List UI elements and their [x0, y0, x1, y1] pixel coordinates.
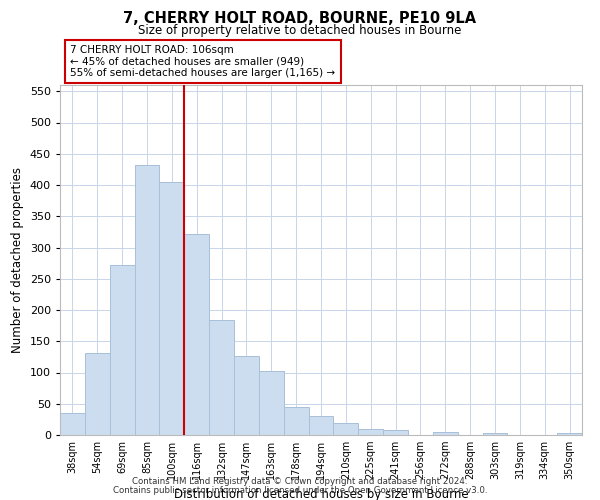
- Text: 7 CHERRY HOLT ROAD: 106sqm
← 45% of detached houses are smaller (949)
55% of sem: 7 CHERRY HOLT ROAD: 106sqm ← 45% of deta…: [70, 45, 335, 78]
- Bar: [383, 430, 408, 435]
- Bar: [334, 422, 358, 435]
- Bar: [160, 182, 184, 435]
- X-axis label: Distribution of detached houses by size in Bourne: Distribution of detached houses by size …: [173, 488, 469, 500]
- Bar: [234, 356, 259, 435]
- Bar: [308, 416, 334, 435]
- Text: Contains public sector information licensed under the Open Government Licence v3: Contains public sector information licen…: [113, 486, 487, 495]
- Bar: [60, 413, 85, 435]
- Text: Size of property relative to detached houses in Bourne: Size of property relative to detached ho…: [139, 24, 461, 37]
- Bar: [184, 234, 209, 435]
- Bar: [209, 320, 234, 435]
- Bar: [85, 352, 110, 435]
- Bar: [433, 432, 458, 435]
- Bar: [482, 433, 508, 435]
- Text: Contains HM Land Registry data © Crown copyright and database right 2024.: Contains HM Land Registry data © Crown c…: [132, 477, 468, 486]
- Text: 7, CHERRY HOLT ROAD, BOURNE, PE10 9LA: 7, CHERRY HOLT ROAD, BOURNE, PE10 9LA: [124, 11, 476, 26]
- Bar: [110, 265, 134, 435]
- Bar: [284, 407, 308, 435]
- Bar: [358, 430, 383, 435]
- Bar: [259, 371, 284, 435]
- Bar: [134, 165, 160, 435]
- Y-axis label: Number of detached properties: Number of detached properties: [11, 167, 24, 353]
- Bar: [557, 433, 582, 435]
